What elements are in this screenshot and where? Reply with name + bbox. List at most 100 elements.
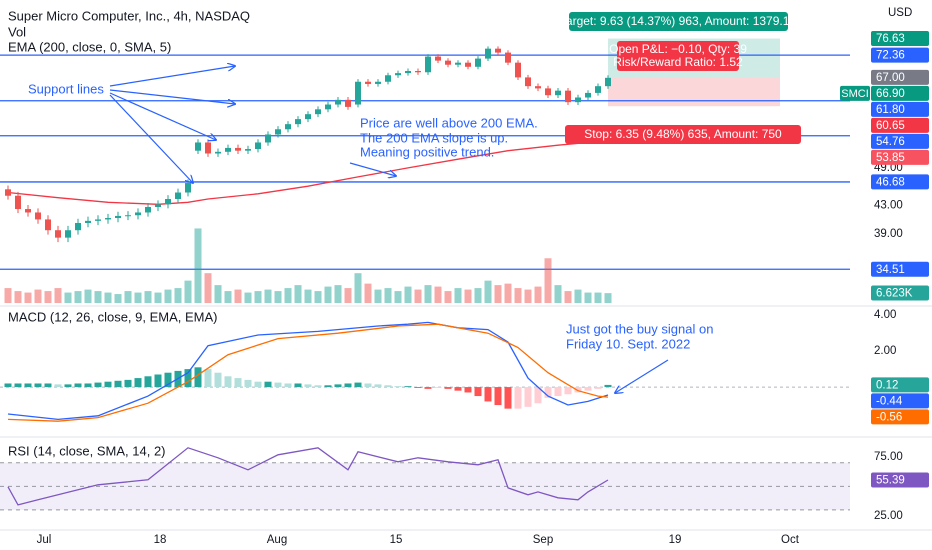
histogram-bar <box>564 387 572 395</box>
x-tick-label: 15 <box>390 534 403 546</box>
histogram-bar <box>224 376 232 388</box>
candle-body <box>535 86 541 89</box>
volume-bar <box>484 280 492 303</box>
histogram-bar <box>364 383 372 388</box>
target-badge <box>569 12 788 31</box>
pnl-text: Risk/Reward Ratio: 1.52 <box>613 55 743 69</box>
candle-body <box>505 52 511 63</box>
histogram-bar <box>104 381 112 388</box>
histogram-bar <box>444 387 452 389</box>
volume-bar <box>544 258 552 303</box>
volume-bar <box>304 289 312 303</box>
volume-bar <box>174 288 182 303</box>
candle-body <box>265 134 271 143</box>
price-badge-label: 46.68 <box>876 176 905 188</box>
histogram-bar <box>64 384 72 388</box>
candle-body <box>285 124 291 130</box>
y-tick-label: 4.00 <box>874 309 896 321</box>
candle-body <box>145 207 151 213</box>
volume-bar <box>204 273 212 303</box>
volume-bar <box>584 292 592 303</box>
volume-bar <box>224 291 232 303</box>
volume-bar <box>384 288 392 303</box>
histogram-bar <box>324 385 332 388</box>
candle-body <box>185 183 191 193</box>
price-badge <box>871 101 929 117</box>
volume-bar <box>354 273 362 303</box>
histogram-bar <box>334 384 342 388</box>
volume-bar <box>434 286 442 303</box>
histogram-bar <box>534 387 542 404</box>
y-tick-label: 2.00 <box>874 345 896 357</box>
histogram-bar <box>464 387 472 393</box>
histogram-bar <box>304 384 312 388</box>
histogram-bar <box>554 387 562 397</box>
candle-body <box>575 97 581 103</box>
volume-bar <box>604 293 612 303</box>
histogram-bar <box>194 367 202 388</box>
price-badge-label: -0.44 <box>876 395 903 407</box>
volume-bar <box>294 285 302 303</box>
vol-label: Vol <box>8 24 26 39</box>
histogram-bar <box>234 378 242 388</box>
candle-body <box>25 209 31 213</box>
annotations: Super Micro Computer, Inc., 4h, NASDAQ V… <box>8 7 912 393</box>
ema-note: Price are well above 200 EMA. <box>360 115 538 130</box>
price-badge <box>871 393 929 409</box>
histogram-bar <box>214 372 222 388</box>
support-arrows <box>109 66 669 393</box>
histogram-bar <box>434 387 442 388</box>
volume-bar <box>164 289 172 303</box>
histogram-bar <box>84 383 92 388</box>
candle-body <box>45 219 51 231</box>
stop-text: Stop: 6.35 (9.48%) 635, Amount: 750 <box>584 127 782 141</box>
histogram-bar <box>484 387 492 402</box>
volume-bar <box>284 288 292 303</box>
histogram-bar <box>354 382 362 388</box>
volume-bar <box>334 285 342 303</box>
price-badge <box>871 149 929 165</box>
pnl-text: Open P&L: −0.10, Qty: 39 <box>609 42 747 56</box>
candle-body <box>295 119 301 125</box>
price-badge <box>871 85 929 101</box>
volume-bar <box>424 285 432 303</box>
candle-body <box>425 56 431 73</box>
price-badge <box>871 133 929 149</box>
candle-body <box>315 109 321 115</box>
volume-bar <box>154 292 162 303</box>
histogram-bar <box>254 381 262 388</box>
y-tick-label: 25.00 <box>874 510 903 522</box>
candle-body <box>495 48 501 53</box>
histogram-bar <box>144 376 152 388</box>
candle-body <box>345 99 351 107</box>
price-badge-label: 61.80 <box>876 104 905 116</box>
histogram-bar <box>184 369 192 388</box>
volume-bar <box>94 291 102 303</box>
volume-bar <box>264 289 272 303</box>
macd-line <box>7 321 609 421</box>
volume-bar <box>144 291 152 303</box>
price-badge <box>871 31 929 47</box>
candle-body <box>605 77 611 87</box>
candle-body <box>525 77 531 87</box>
volume-bar <box>494 285 502 303</box>
histogram-bar <box>154 374 162 388</box>
volume-bar <box>104 292 112 303</box>
histogram-bar <box>344 383 352 388</box>
target-text: Target: 9.63 (14.37%) 963, Amount: 1379.… <box>560 14 796 28</box>
price-badge-label: 6.623K <box>876 288 913 300</box>
histogram-bar <box>404 386 412 388</box>
histogram-bar <box>454 387 462 391</box>
volume-bar <box>314 291 322 303</box>
histogram-bar <box>134 378 142 388</box>
loss-zone <box>608 77 780 107</box>
x-tick-label: 19 <box>669 534 682 546</box>
x-tick-label: Jul <box>37 534 52 546</box>
candle-body <box>235 147 241 151</box>
histogram-bar <box>604 384 612 388</box>
histogram-bar <box>204 369 212 388</box>
candle-body <box>35 212 41 220</box>
candle-body <box>555 90 561 96</box>
support-note: Support lines <box>28 81 104 96</box>
volume-bar <box>124 291 132 303</box>
